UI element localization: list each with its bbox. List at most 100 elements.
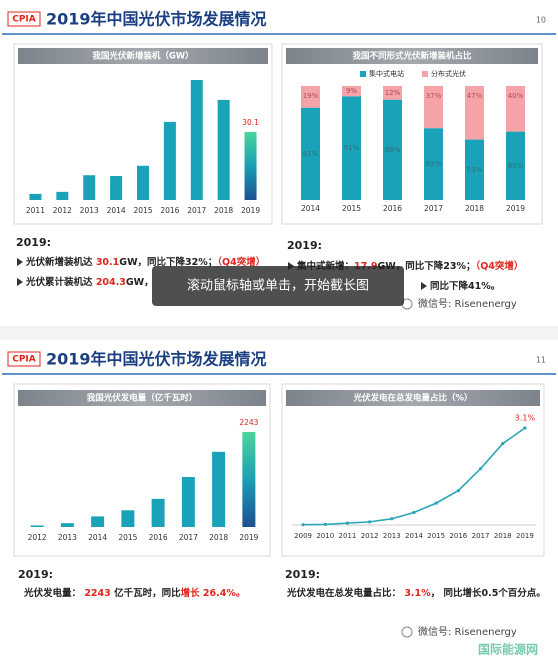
summary-line: 光伏累计装机达 204.3GW， — [25, 276, 154, 288]
bar-segment — [383, 99, 402, 200]
x-tick-label: 2013 — [58, 533, 77, 542]
point — [434, 501, 438, 505]
bar-segment — [465, 86, 484, 140]
x-tick-label: 2014 — [405, 532, 423, 540]
logo: CPIA — [12, 15, 36, 25]
summary-line: 光伏发电量： 2243 亿千瓦时，同比增长 26.4%。 — [23, 587, 245, 599]
text-segment: 30.1 — [96, 257, 119, 268]
bar — [137, 165, 149, 200]
legend-label: 分布式光伏 — [431, 69, 466, 78]
x-tick-label: 2016 — [383, 204, 402, 213]
data-label: 47% — [467, 92, 483, 100]
x-tick-label: 2019 — [239, 533, 258, 542]
bar — [60, 523, 74, 527]
bullet — [421, 282, 427, 290]
chart-title: 我国不同形式光伏新增装机占比 — [352, 51, 472, 62]
text-segment: ， 同比增长0.5个百分点。 — [431, 587, 546, 599]
x-tick-label: 2017 — [424, 204, 443, 213]
bar-segment — [383, 86, 402, 100]
bar — [190, 80, 203, 200]
text-segment: 亿千瓦时，同比 — [111, 587, 181, 599]
data-label: 88% — [385, 146, 401, 154]
bar-segment — [506, 86, 525, 132]
point — [456, 488, 460, 493]
x-tick-label: 2015 — [133, 206, 152, 215]
bar — [217, 99, 230, 200]
bar-segment — [424, 128, 443, 200]
text-segment: 3.1% — [404, 588, 431, 599]
bullet — [17, 278, 23, 286]
bar-segment — [506, 131, 525, 200]
x-tick-label: 2019 — [516, 532, 534, 540]
x-tick-label: 2013 — [383, 532, 401, 540]
bar — [56, 191, 69, 200]
x-tick-label: 2018 — [214, 206, 233, 215]
text-segment: 光伏发电量： — [23, 587, 84, 599]
data-label: 81% — [303, 150, 319, 158]
text-segment: GW， — [126, 277, 154, 288]
summary-heading: 2019: — [287, 239, 322, 252]
point — [523, 426, 527, 430]
bar — [151, 498, 165, 527]
bullet — [17, 258, 23, 266]
point — [345, 521, 350, 525]
data-label: 30.1 — [242, 118, 259, 127]
panel-header — [18, 48, 268, 64]
footer-logo: 国际能源网 — [478, 642, 538, 657]
bar-segment — [342, 86, 361, 97]
bar — [212, 451, 226, 527]
x-tick-label: 2013 — [80, 206, 99, 215]
bar — [244, 131, 257, 200]
logo-mark — [7, 11, 41, 27]
bar — [242, 432, 256, 527]
point — [323, 522, 327, 526]
bar — [30, 525, 44, 527]
text-segment: 2243 — [84, 588, 110, 599]
summary-line: 光伏新增装机达 30.1GW，同比下降32%；（Q4突增） — [25, 256, 265, 268]
data-label: 91% — [344, 144, 360, 152]
data-label: 40% — [508, 92, 524, 100]
x-tick-label: 2015 — [118, 533, 137, 542]
x-tick-label: 2014 — [88, 533, 107, 542]
data-label: 60% — [508, 162, 524, 170]
panel-header — [286, 48, 538, 64]
bar — [29, 193, 42, 200]
point — [368, 520, 372, 524]
page-number: 10 — [536, 16, 546, 25]
summary-line: 光伏发电在总发电量占比： 3.1%， 同比增长0.5个百分点。 — [286, 587, 546, 599]
x-tick-label: 2016 — [160, 206, 179, 215]
point — [390, 517, 394, 521]
chart-title: 我国光伏发电量（亿千瓦时） — [87, 393, 198, 404]
logo-mark — [7, 351, 41, 367]
data-label: 19% — [303, 92, 319, 100]
x-tick-label: 2019 — [506, 204, 525, 213]
bar — [181, 477, 195, 527]
slide-title: 2019年中国光伏市场发展情况 — [46, 350, 267, 369]
page-number: 11 — [536, 356, 546, 365]
text-segment: 增长 26.4%。 — [181, 587, 246, 599]
watermark: 微信号: Risenenergy — [418, 625, 517, 638]
legend-label: 集中式电站 — [369, 69, 404, 78]
data-label: 63% — [426, 160, 442, 168]
text-segment: （Q4突增） — [217, 256, 265, 268]
x-tick-label: 2018 — [465, 204, 484, 213]
x-tick-label: 2009 — [294, 532, 312, 540]
panel — [281, 383, 545, 557]
panel — [13, 383, 271, 557]
bar-segment — [342, 96, 361, 200]
x-tick-label: 2012 — [28, 533, 47, 542]
text-segment: 光伏新增装机达 — [25, 256, 96, 268]
point — [478, 467, 483, 471]
point — [412, 510, 416, 515]
bar — [91, 516, 105, 527]
x-tick-label: 2012 — [361, 532, 379, 540]
overlay-text: 滚动鼠标轴或单击，开始截长图 — [187, 278, 369, 294]
text-segment: （Q4突增） — [475, 260, 523, 272]
text-segment: 同比下降41%。 — [430, 280, 500, 292]
separator — [0, 326, 558, 340]
point — [301, 523, 305, 527]
bar — [83, 175, 96, 200]
x-tick-label: 2016 — [449, 532, 467, 540]
x-tick-label: 2011 — [339, 532, 357, 540]
